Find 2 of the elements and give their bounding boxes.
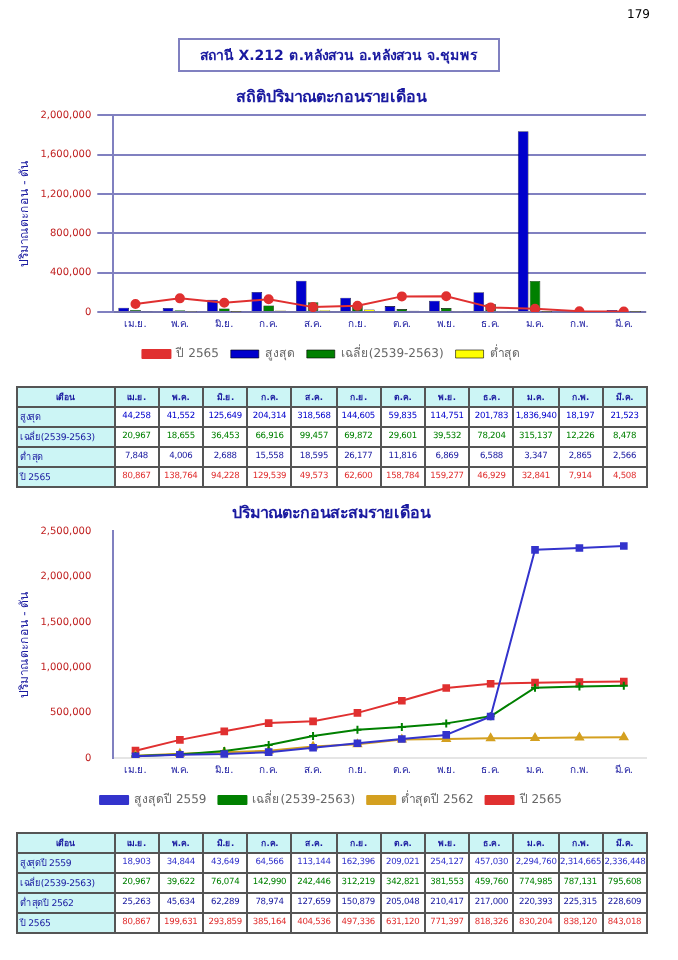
chart-title: ปริมาณตะกอนสะสมรายเดือน xyxy=(232,501,432,522)
chart-title: สถิติปริมาณตะกอนรายเดือน xyxy=(236,85,428,106)
